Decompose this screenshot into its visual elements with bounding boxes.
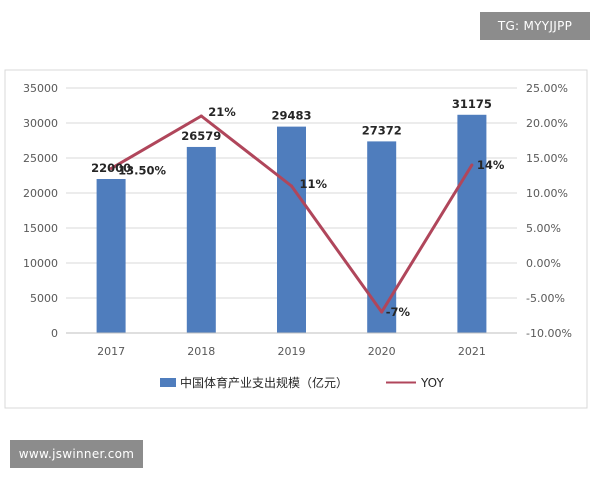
y-left-tick-label: 35000 [23,82,58,95]
legend: 中国体育产业支出规模（亿元） YOY [160,375,444,390]
yoy-point [199,114,203,118]
bar [277,126,306,333]
x-tick-label: 2021 [458,345,486,358]
y-right-tick-label: 0.00% [526,257,561,270]
x-tick-label: 2020 [368,345,396,358]
y-left-tick-label: 5000 [30,292,58,305]
legend-bar-swatch [160,378,176,387]
legend-bar-label: 中国体育产业支出规模（亿元） [180,375,348,390]
bar [186,146,216,333]
yoy-point [470,163,474,167]
yoy-value-label: 14% [477,158,505,172]
y-right-tick-label: -5.00% [526,292,565,305]
yoy-value-label: 11% [300,177,328,191]
yoy-line-series [109,114,474,314]
yoy-value-label: -7% [386,305,411,319]
legend-line-label: YOY [420,376,444,390]
y-right-tick-label: 15.00% [526,152,568,165]
y-right-tick-label: 5.00% [526,222,561,235]
yoy-value-label: 13.50% [118,164,166,178]
bar [457,114,487,334]
yoy-point [380,310,384,314]
bar-series [96,114,487,334]
y-left-tick-label: 30000 [23,117,58,130]
bar-value-label: 31175 [452,97,492,111]
y-left-tick-label: 20000 [23,187,58,200]
yoy-value-label: 21% [208,105,236,119]
bar-value-label: 22000 [91,161,131,175]
y-left-tick-label: 10000 [23,257,58,270]
watermark-bottom-left: www.jswinner.com [10,440,143,468]
x-tick-label: 2017 [97,345,125,358]
y-right-tick-label: 10.00% [526,187,568,200]
yoy-point [290,184,293,188]
bar [96,179,126,333]
data-labels: 22000 26579 29483 27372 31175 13.50% 21% 11% -7%… [91,97,505,319]
watermark-top-right: TG: MYYJJPP [480,12,590,40]
x-tick-label: 2019 [278,345,306,358]
bar-value-label: 29483 [271,109,311,123]
y-left-tick-label: 0 [51,327,58,340]
x-tick-label: 2018 [187,345,215,358]
axes: 0 5000 10000 15000 20000 25000 30000 35000 -10.0… [23,82,572,358]
y-left-tick-label: 15000 [23,222,58,235]
y-right-tick-label: 20.00% [526,117,568,130]
y-right-tick-label: 25.00% [526,82,568,95]
bar-value-label: 26579 [181,129,221,143]
y-right-tick-label: -10.00% [526,327,572,340]
y-left-tick-label: 25000 [23,152,58,165]
yoy-point [109,167,113,170]
bar-value-label: 27372 [362,123,402,137]
